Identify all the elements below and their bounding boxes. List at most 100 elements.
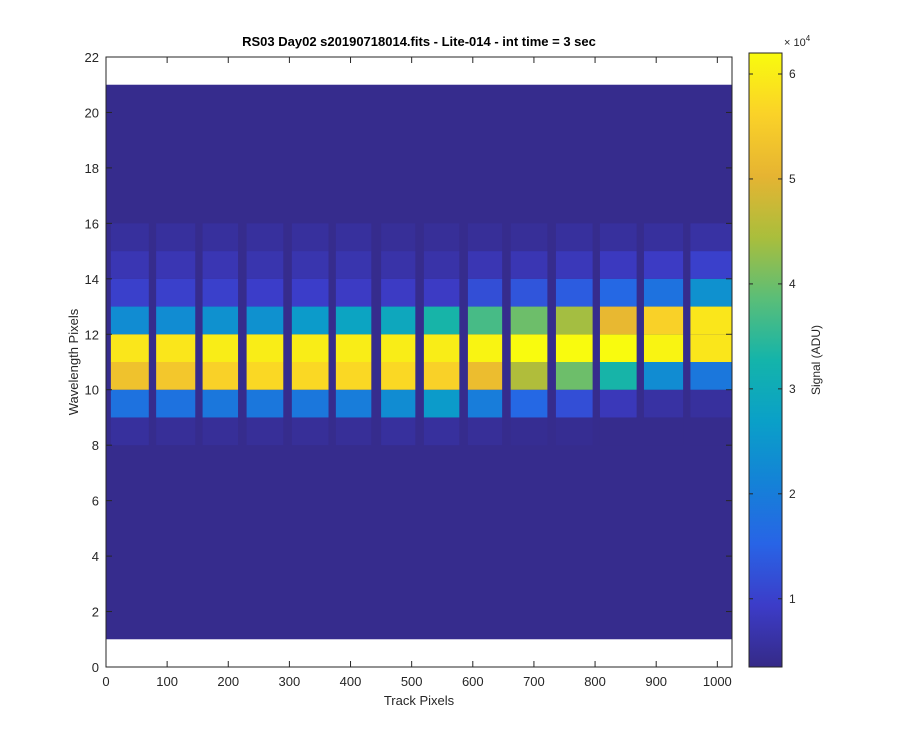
y-axis-ticks: 0 2 4 6 8 10 12 14 16 18 20 22: [85, 50, 732, 675]
y-tick-label: 0: [92, 660, 99, 675]
heatmap-cell: [156, 389, 196, 418]
heatmap-cell: [381, 362, 416, 390]
heatmap-cell: [335, 389, 372, 418]
heatmap-cell: [246, 278, 284, 307]
heatmap-cell: [381, 334, 416, 362]
heatmap-cell: [467, 306, 503, 335]
heatmap-cell: [110, 223, 149, 252]
heatmap-cell: [467, 223, 503, 252]
heatmap-cell: [156, 417, 196, 446]
heatmap-cell: [510, 278, 548, 307]
heatmap-cells: [106, 84, 732, 640]
x-tick-label: 500: [401, 674, 423, 689]
heatmap-cell: [690, 306, 732, 335]
heatmap-cell: [335, 334, 372, 362]
heatmap-cell: [110, 278, 149, 307]
heatmap-cell: [599, 389, 637, 418]
heatmap-cell: [510, 417, 548, 446]
heatmap-cell: [690, 417, 732, 446]
heatmap-cell: [381, 306, 416, 335]
heatmap-cell: [381, 223, 416, 252]
heatmap-cell: [335, 223, 372, 252]
heatmap-cell: [110, 306, 149, 335]
heatmap-cell: [423, 223, 460, 252]
heatmap-cell: [156, 223, 196, 252]
x-tick-label: 300: [279, 674, 301, 689]
heatmap-cell: [690, 278, 732, 307]
heatmap-cell: [335, 362, 372, 390]
heatmap-cell: [291, 417, 329, 446]
heatmap-cell: [690, 251, 732, 279]
heatmap-cell: [555, 251, 593, 279]
y-tick-label: 6: [92, 494, 99, 509]
heatmap-cell: [599, 278, 637, 307]
heatmap-cell: [555, 223, 593, 252]
heatmap-cell: [690, 334, 732, 362]
heatmap-cell: [335, 417, 372, 446]
colorbar: [748, 52, 783, 668]
heatmap-cell: [423, 306, 460, 335]
heatmap-cell: [510, 306, 548, 335]
heatmap-cell: [555, 306, 593, 335]
heatmap-cell: [202, 334, 239, 362]
heatmap-cell: [291, 223, 329, 252]
heatmap-cell: [643, 362, 684, 390]
heatmap-cell: [202, 278, 239, 307]
y-tick-label: 14: [85, 272, 99, 287]
y-tick-label: 20: [85, 105, 99, 120]
y-tick-label: 12: [85, 327, 99, 342]
y-tick-label: 4: [92, 549, 99, 564]
heatmap-cell: [690, 223, 732, 252]
heatmap-cell: [156, 278, 196, 307]
heatmap-cell: [110, 389, 149, 418]
heatmap-cell: [110, 334, 149, 362]
colorbar-ticks: 1 2 3 4 5 6: [749, 67, 796, 606]
y-tick-label: 10: [85, 383, 99, 398]
heatmap-cell: [110, 251, 149, 279]
colorbar-tick-label: 4: [789, 277, 796, 291]
heatmap-cell: [335, 251, 372, 279]
heatmap-cell: [156, 306, 196, 335]
y-axis-label: Wavelength Pixels: [66, 308, 81, 415]
heatmap-cell: [156, 251, 196, 279]
heatmap-cell: [467, 362, 503, 390]
colorbar-tick-label: 6: [789, 67, 796, 81]
heatmap-cell: [110, 362, 149, 390]
x-axis-label: Track Pixels: [384, 693, 455, 708]
heatmap-cell: [555, 334, 593, 362]
x-tick-label: 600: [462, 674, 484, 689]
heatmap-cell: [599, 223, 637, 252]
heatmap-cell: [246, 306, 284, 335]
heatmap-cell: [202, 223, 239, 252]
heatmap-cell: [156, 334, 196, 362]
heatmap-cell: [202, 417, 239, 446]
heatmap-cell: [291, 251, 329, 279]
plot-frame: [105, 56, 733, 668]
heatmap-cell: [423, 251, 460, 279]
heatmap-cell: [246, 251, 284, 279]
heatmap-cell: [510, 223, 548, 252]
heatmap-cell: [381, 251, 416, 279]
colorbar-exponent: × 104: [784, 34, 811, 49]
heatmap-background: [106, 84, 732, 640]
heatmap-cell: [246, 389, 284, 418]
y-tick-label: 18: [85, 161, 99, 176]
heatmap-cell: [381, 417, 416, 446]
heatmap-cell: [599, 251, 637, 279]
heatmap-cell: [246, 334, 284, 362]
heatmap-cell: [599, 362, 637, 390]
heatmap-cell: [423, 278, 460, 307]
heatmap-cell: [335, 306, 372, 335]
heatmap-cell: [291, 278, 329, 307]
colorbar-tick-label: 3: [789, 382, 796, 396]
x-tick-label: 700: [523, 674, 545, 689]
heatmap-cell: [599, 417, 637, 446]
x-tick-label: 1000: [703, 674, 732, 689]
y-tick-label: 2: [92, 605, 99, 620]
heatmap-cell: [156, 362, 196, 390]
heatmap-cell: [643, 251, 684, 279]
heatmap-cell: [467, 278, 503, 307]
colorbar-exponent-base: × 10: [784, 37, 806, 49]
heatmap-cell: [335, 278, 372, 307]
